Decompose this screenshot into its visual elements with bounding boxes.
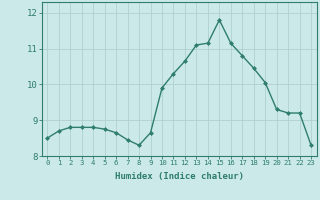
X-axis label: Humidex (Indice chaleur): Humidex (Indice chaleur) bbox=[115, 172, 244, 181]
